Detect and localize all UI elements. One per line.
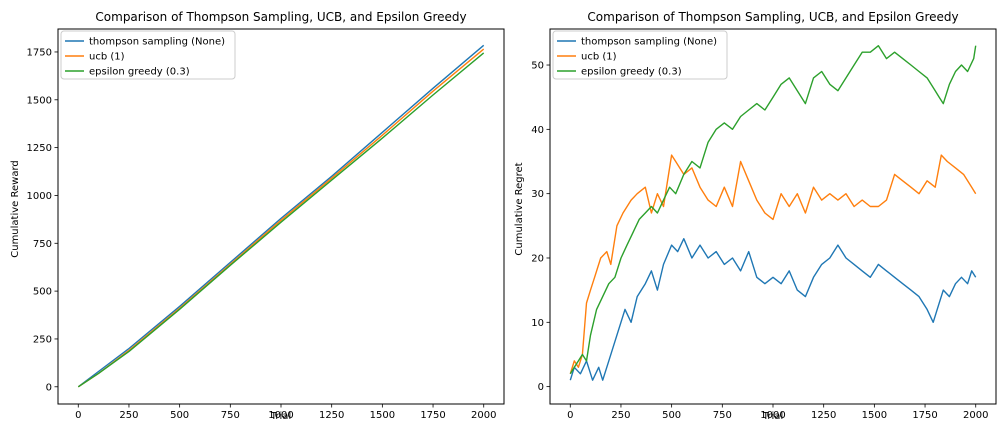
legend-entry-ucb: ucb (1) <box>557 52 617 63</box>
legend-entry-epsilon: epsilon greedy (0.3) <box>557 67 682 78</box>
x-tick-label: 1000 <box>268 410 293 421</box>
x-tick-label: 750 <box>713 410 732 421</box>
series-lines <box>569 45 977 381</box>
x-tick-label: 1500 <box>862 410 887 421</box>
x-tick-label: 1250 <box>319 410 344 421</box>
x-tick-label: 500 <box>662 410 681 421</box>
y-tick-label: 750 <box>33 239 52 250</box>
y-tick-label: 1250 <box>27 143 52 154</box>
y-tick-label: 30 <box>531 189 544 200</box>
legend-entry-ucb: ucb (1) <box>65 52 125 63</box>
series-line-epsilon <box>569 45 977 375</box>
y-tick-label: 1750 <box>27 47 52 58</box>
x-tick-label: 500 <box>170 410 189 421</box>
x-tick-label: 250 <box>119 410 138 421</box>
legend-box <box>60 30 236 80</box>
legend-label: ucb (1) <box>89 52 125 63</box>
legend: thompson sampling (None) ucb (1) epsilon… <box>60 30 236 80</box>
series-lines <box>77 44 485 388</box>
legend-label: ucb (1) <box>581 52 617 63</box>
ticks: 0 250 500 750 1000 1250 1500 1750 2000 0 10 20 30 40 5… <box>531 61 988 421</box>
x-tick-label: 0 <box>75 410 81 421</box>
y-tick-label: 1000 <box>27 191 52 202</box>
series-line-ucb <box>569 154 977 375</box>
series-line-thompson <box>569 237 977 381</box>
y-tick-label: 0 <box>538 382 544 393</box>
legend-label: thompson sampling (None) <box>581 37 717 48</box>
chart-title: Comparison of Thompson Sampling, UCB, an… <box>587 10 958 24</box>
legend-label: epsilon greedy (0.3) <box>581 67 682 78</box>
series-line-epsilon <box>77 52 485 388</box>
series-line-thompson <box>77 44 485 388</box>
legend-box <box>552 30 728 80</box>
ticks: 0 250 500 750 1000 1250 1500 1750 2000 0 250 500 750… <box>27 47 497 421</box>
y-tick-label: 0 <box>46 382 52 393</box>
plot-frame <box>57 28 505 405</box>
legend: thompson sampling (None) ucb (1) epsilon… <box>552 30 728 80</box>
x-axis-label: Trial <box>270 411 291 422</box>
y-tick-label: 10 <box>531 318 544 329</box>
y-axis-label: Cumulative Reward <box>10 160 21 258</box>
x-tick-label: 0 <box>567 410 573 421</box>
x-axis-label: Trial <box>762 411 783 422</box>
y-axis-label: Cumulative Regret <box>514 162 525 255</box>
y-tick-label: 250 <box>33 334 52 345</box>
x-tick-label: 1000 <box>760 410 785 421</box>
legend-label: epsilon greedy (0.3) <box>89 67 190 78</box>
x-tick-label: 250 <box>611 410 630 421</box>
x-tick-label: 1250 <box>811 410 836 421</box>
legend-entry-thompson: thompson sampling (None) <box>557 37 717 48</box>
x-tick-label: 750 <box>221 410 240 421</box>
plot-frame <box>549 28 997 405</box>
legend-entry-epsilon: epsilon greedy (0.3) <box>65 67 190 78</box>
y-tick-label: 40 <box>531 125 544 136</box>
regret-chart: Comparison of Thompson Sampling, UCB, an… <box>514 10 997 422</box>
chart-title: Comparison of Thompson Sampling, UCB, an… <box>95 10 466 24</box>
x-tick-label: 2000 <box>471 410 496 421</box>
x-tick-label: 1500 <box>370 410 395 421</box>
x-tick-label: 1750 <box>420 410 445 421</box>
reward-chart: Comparison of Thompson Sampling, UCB, an… <box>10 10 505 422</box>
legend-entry-thompson: thompson sampling (None) <box>65 37 225 48</box>
y-tick-label: 20 <box>531 253 544 264</box>
x-tick-label: 1750 <box>912 410 937 421</box>
y-tick-label: 500 <box>33 287 52 298</box>
legend-label: thompson sampling (None) <box>89 37 225 48</box>
x-tick-label: 2000 <box>963 410 988 421</box>
y-tick-label: 50 <box>531 61 544 72</box>
y-tick-label: 1500 <box>27 95 52 106</box>
